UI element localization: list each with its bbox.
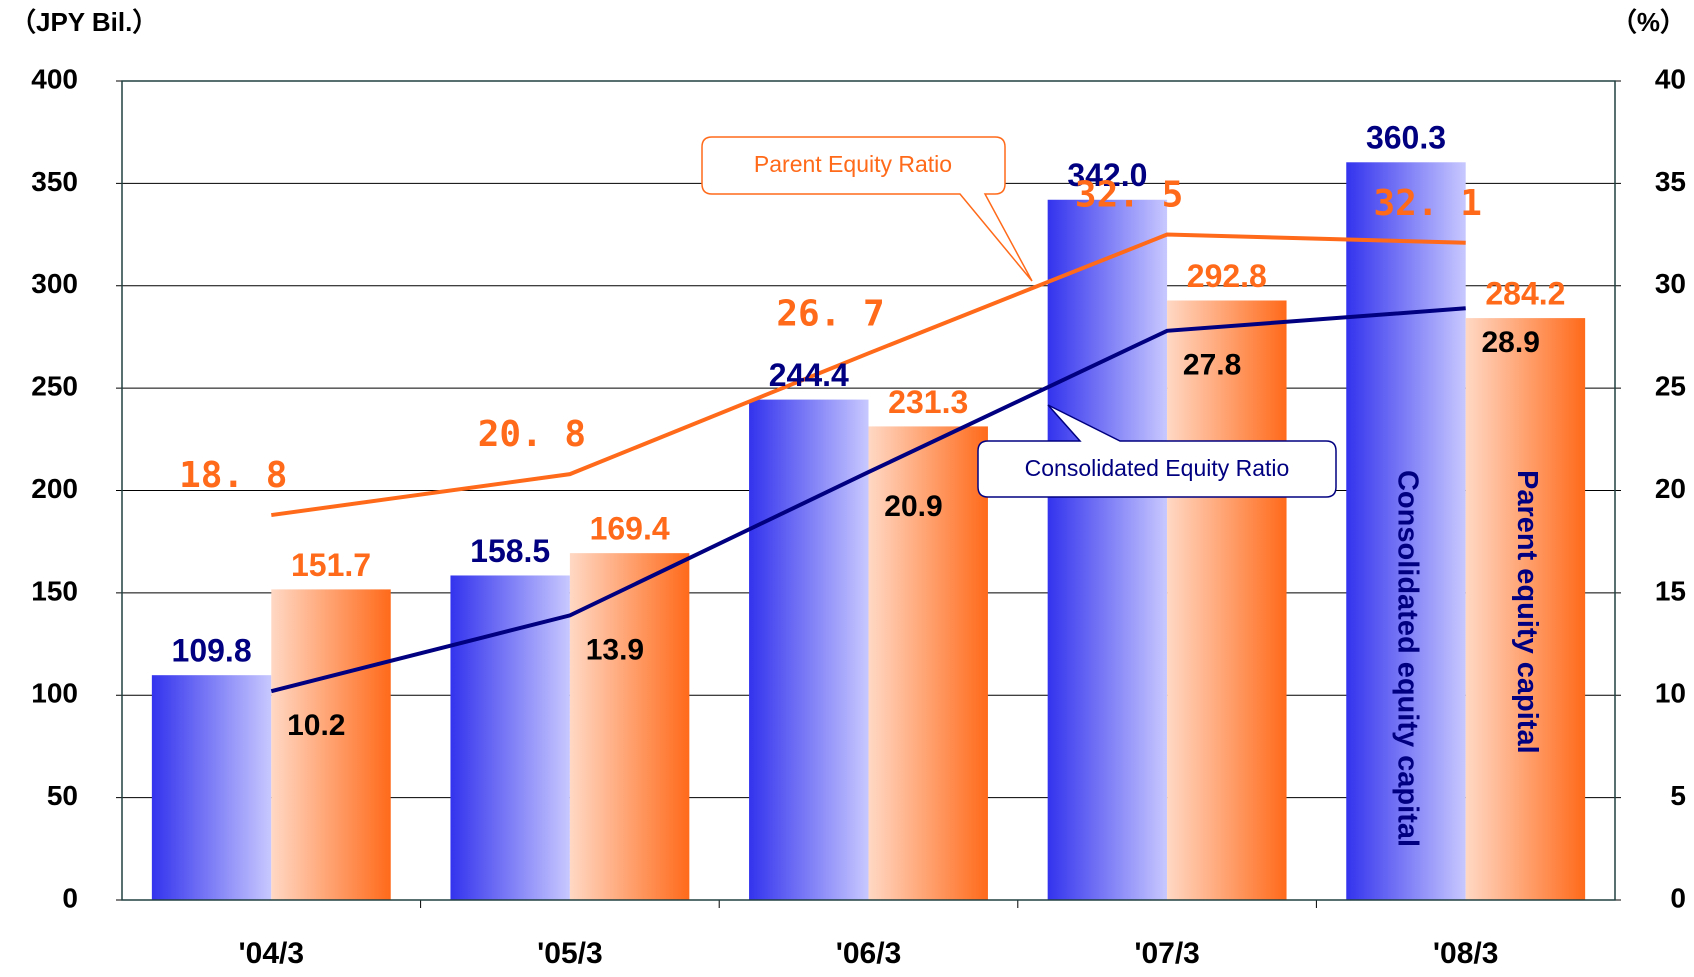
x-tick-label: '04/3 [239,937,305,970]
value-label: 231.3 [888,384,968,420]
bar [868,426,988,900]
value-label: 10.2 [287,709,345,742]
value-label: 244.4 [769,357,849,393]
y2-tick-label: 0 [1670,882,1686,913]
y-tick-label: 400 [31,63,78,94]
value-label: 13.9 [586,633,644,666]
y2-tick-label: 15 [1655,575,1686,606]
y-tick-label: 0 [62,882,78,913]
bar [569,553,690,900]
legend-label: Parent equity capital [1511,470,1543,754]
line [270,306,1466,694]
value-label: 360.3 [1366,120,1446,156]
y-axis-label: （JPY Bil.） [10,7,158,37]
value-label: 32. 5 [1075,175,1183,216]
value-label: 27.8 [1183,349,1241,382]
plot-frame [121,80,1616,901]
x-tick-label: '06/3 [836,937,902,970]
value-label: 169.4 [590,511,670,547]
y-tick-label: 250 [31,371,78,402]
value-label: 109.8 [172,633,252,669]
y2-tick-label: 30 [1655,268,1686,299]
bar [1346,162,1466,900]
y2-tick-label: 10 [1655,678,1686,709]
y-tick-label: 300 [31,268,78,299]
x-tick-label: '07/3 [1134,937,1200,970]
legend-label: Consolidated Equity Ratio [1025,455,1290,481]
value-label: 292.8 [1187,258,1267,294]
bar [1047,199,1168,900]
bar [151,675,272,900]
value-label: 32. 1 [1374,183,1482,224]
y-tick-label: 350 [31,166,78,197]
value-label: 20. 8 [478,414,586,455]
y2-tick-label: 20 [1655,473,1686,504]
line [271,232,1466,518]
y-tick-label: 50 [47,780,78,811]
value-label: 284.2 [1485,276,1565,312]
bar [1465,318,1586,901]
bar [271,589,391,900]
value-label: 18. 8 [179,455,287,496]
y2-tick-label: 5 [1670,780,1686,811]
bar [1167,300,1287,900]
y2-tick-label: 35 [1655,166,1686,197]
y2-tick-label: 40 [1655,63,1686,94]
x-tick-label: '05/3 [537,937,603,970]
value-label: 26. 7 [776,293,884,334]
legend-label: Parent Equity Ratio [754,151,952,177]
legend-label: Consolidated equity capital [1391,470,1423,847]
bar [450,575,570,900]
y2-axis-label: （%） [1611,7,1686,37]
value-label: 28.9 [1482,326,1540,359]
y-tick-label: 100 [31,678,78,709]
value-label: 342.0 [1067,157,1147,193]
callout-box [701,136,1033,282]
x-tick-label: '08/3 [1433,937,1499,970]
callout-box [977,404,1337,498]
bar [749,399,869,900]
y-tick-label: 150 [31,575,78,606]
value-label: 151.7 [291,547,371,583]
value-label: 158.5 [470,533,550,569]
value-label: 20.9 [884,490,942,523]
y-tick-label: 200 [31,473,78,504]
y2-tick-label: 25 [1655,371,1686,402]
